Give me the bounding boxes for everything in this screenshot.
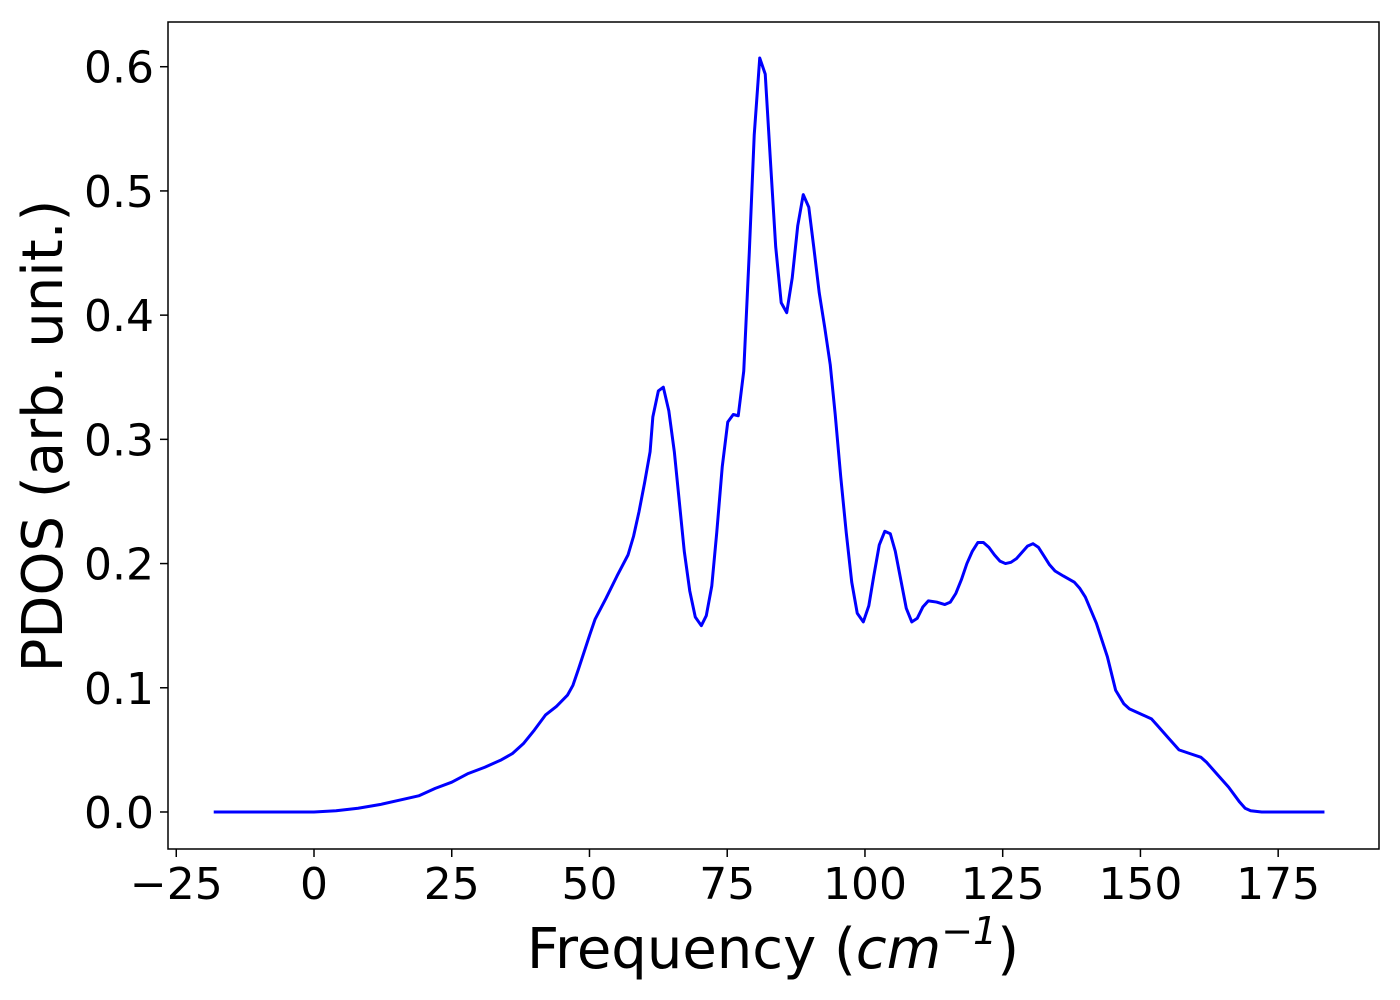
y-tick-label: 0.6 <box>84 43 154 94</box>
x-tick-label: 125 <box>961 859 1045 910</box>
x-label-text: Frequency ( <box>527 917 856 982</box>
x-tick-label: −25 <box>130 859 223 910</box>
x-tick-label: 75 <box>699 859 755 910</box>
x-label-math: cm <box>856 917 941 982</box>
data-line <box>213 56 1325 814</box>
y-tick-label: 0.0 <box>84 788 154 839</box>
x-label-close: ) <box>997 917 1019 982</box>
x-tick-label: 25 <box>424 859 480 910</box>
y-tick-label: 0.5 <box>84 167 154 218</box>
x-tick-label: 100 <box>823 859 907 910</box>
x-tick-label: 50 <box>561 859 617 910</box>
x-tick-label: 150 <box>1098 859 1182 910</box>
y-tick-label: 0.4 <box>84 291 154 342</box>
y-axis-label: PDOS (arb. unit.) <box>11 200 76 673</box>
x-axis-label: Frequency (cm−1) <box>527 909 1019 982</box>
y-tick-label: 0.1 <box>84 664 154 715</box>
y-tick-label: 0.2 <box>84 540 154 591</box>
y-tick-label: 0.3 <box>84 415 154 466</box>
x-label-sup: −1 <box>941 909 997 953</box>
plot-frame <box>167 21 1380 850</box>
x-tick-label: 175 <box>1236 859 1320 910</box>
x-tick-label: 0 <box>300 859 328 910</box>
